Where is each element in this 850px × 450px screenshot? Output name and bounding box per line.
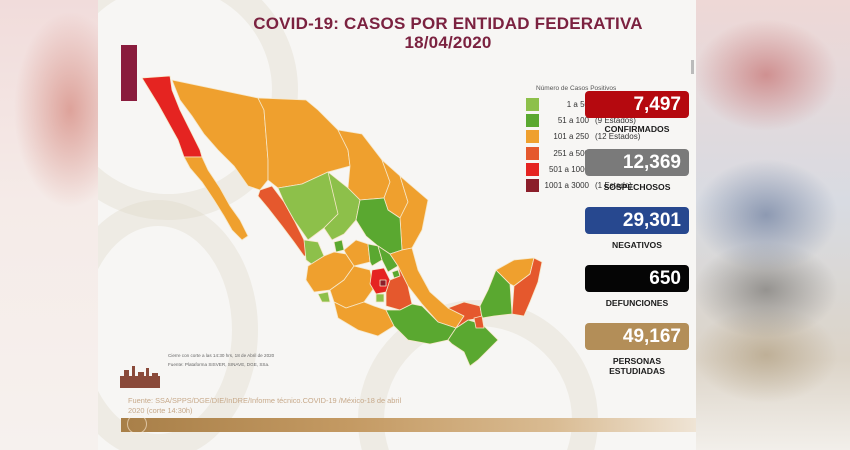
stat-label: SOSPECHOSOS: [603, 182, 671, 192]
state-baja-california: [141, 75, 203, 158]
stat-label: CONFIRMADOS: [604, 124, 670, 134]
legend-item: 101 a 250 (12 Estados): [526, 129, 676, 145]
stat-sospechosos: 12,369 SOSPECHOSOS: [585, 149, 689, 192]
stat-personas-estudiadas: 49,167 PERSONAS ESTUDIADAS: [585, 323, 689, 376]
legend-item: 1001 a 3000 (1 Estado): [526, 177, 676, 193]
stat-label: NEGATIVOS: [612, 240, 662, 250]
state-zacatecas: [323, 171, 361, 241]
stat-value-box: 29,301: [585, 207, 689, 234]
infographic-slide: COVID-19: CASOS POR ENTIDAD FEDERATIVA 1…: [98, 0, 696, 450]
legend-range: 1 a 50: [566, 99, 589, 109]
stat-value-box: 49,167: [585, 323, 689, 350]
background-blur-right: [696, 0, 850, 450]
legend-swatch-51-100: [526, 113, 539, 127]
cutoff-note: Cierre con corte a las 14:30 hrs, 18 de …: [168, 353, 275, 358]
legend-swatch-1-50: [526, 97, 539, 111]
legend-title: Número de Casos Positivos: [536, 85, 617, 92]
legend-swatch-101-250: [526, 130, 539, 144]
state-campeche: [479, 269, 513, 319]
state-queretaro: [367, 243, 383, 267]
edge-mark: [691, 60, 694, 74]
footer-source-line2: 2020 (corte 14:30h): [128, 406, 193, 415]
legend-item: 51 a 100 (9 Estados): [526, 112, 676, 128]
state-morelos: [375, 293, 385, 303]
legend-count: (9 Estados): [595, 115, 636, 125]
page-title: COVID-19: CASOS POR ENTIDAD FEDERATIVA 1…: [218, 14, 678, 52]
state-colima: [317, 291, 331, 303]
mexico-choropleth-map: [141, 75, 543, 367]
state-quintana-roo: [511, 257, 543, 317]
legend-range: 1001 a 3000: [544, 181, 590, 191]
legend-swatch-501-1000: [526, 162, 539, 176]
legend-count: (12 Estados): [595, 132, 641, 142]
state-baja-california-sur: [183, 156, 249, 241]
state-tamaulipas: [399, 175, 429, 251]
stat-label: DEFUNCIONES: [605, 298, 669, 308]
state-aguascalientes: [333, 239, 345, 253]
legend-swatch-1001-3000: [526, 179, 539, 193]
title-text: COVID-19: CASOS POR ENTIDAD FEDERATIVA: [253, 14, 643, 33]
background-blur-left: [0, 0, 98, 450]
accent-bar: [121, 45, 137, 101]
title-date: 18/04/2020: [404, 33, 492, 52]
stat-value-box: 650: [585, 265, 689, 292]
stat-confirmados: 7,497 CONFIRMADOS: [585, 91, 689, 134]
state-tabasco-detail: [473, 315, 485, 329]
skyline-logo-icon: [120, 366, 160, 388]
legend-range: 501 a 1000: [548, 164, 589, 174]
stat-value-box: 12,369: [585, 149, 689, 176]
legend-range: 51 a 100: [557, 115, 589, 125]
stat-negativos: 29,301 NEGATIVOS: [585, 207, 689, 250]
legend-count: (1 Estado): [595, 181, 632, 191]
legend-range: 101 a 250: [553, 132, 589, 142]
state-cdmx: [379, 279, 387, 287]
stat-defunciones: 650 DEFUNCIONES: [585, 265, 689, 308]
stat-value-box: 7,497: [585, 91, 689, 118]
stat-label: PERSONAS ESTUDIADAS: [609, 356, 665, 376]
seal-emblem-icon: [127, 414, 147, 434]
legend-swatch-251-500: [526, 146, 539, 160]
footer-gold-bar: [121, 418, 696, 432]
state-hidalgo: [377, 245, 399, 273]
state-chihuahua: [257, 97, 351, 189]
footer-source-line1: Fuente: SSA/SPPS/DGE/DIE/InDRE/Informe t…: [128, 396, 402, 405]
legend-range: 251 a 500: [553, 148, 589, 158]
state-guerrero: [333, 301, 395, 337]
summary-stats: 7,497 CONFIRMADOS 12,369 SOSPECHOSOS 29,…: [585, 91, 689, 391]
source-note: Fuente: Plataforma SISVER, SINAVE, DGE, …: [168, 362, 270, 367]
footer-source: Fuente: SSA/SPPS/DGE/DIE/InDRE/Informe t…: [128, 396, 458, 416]
